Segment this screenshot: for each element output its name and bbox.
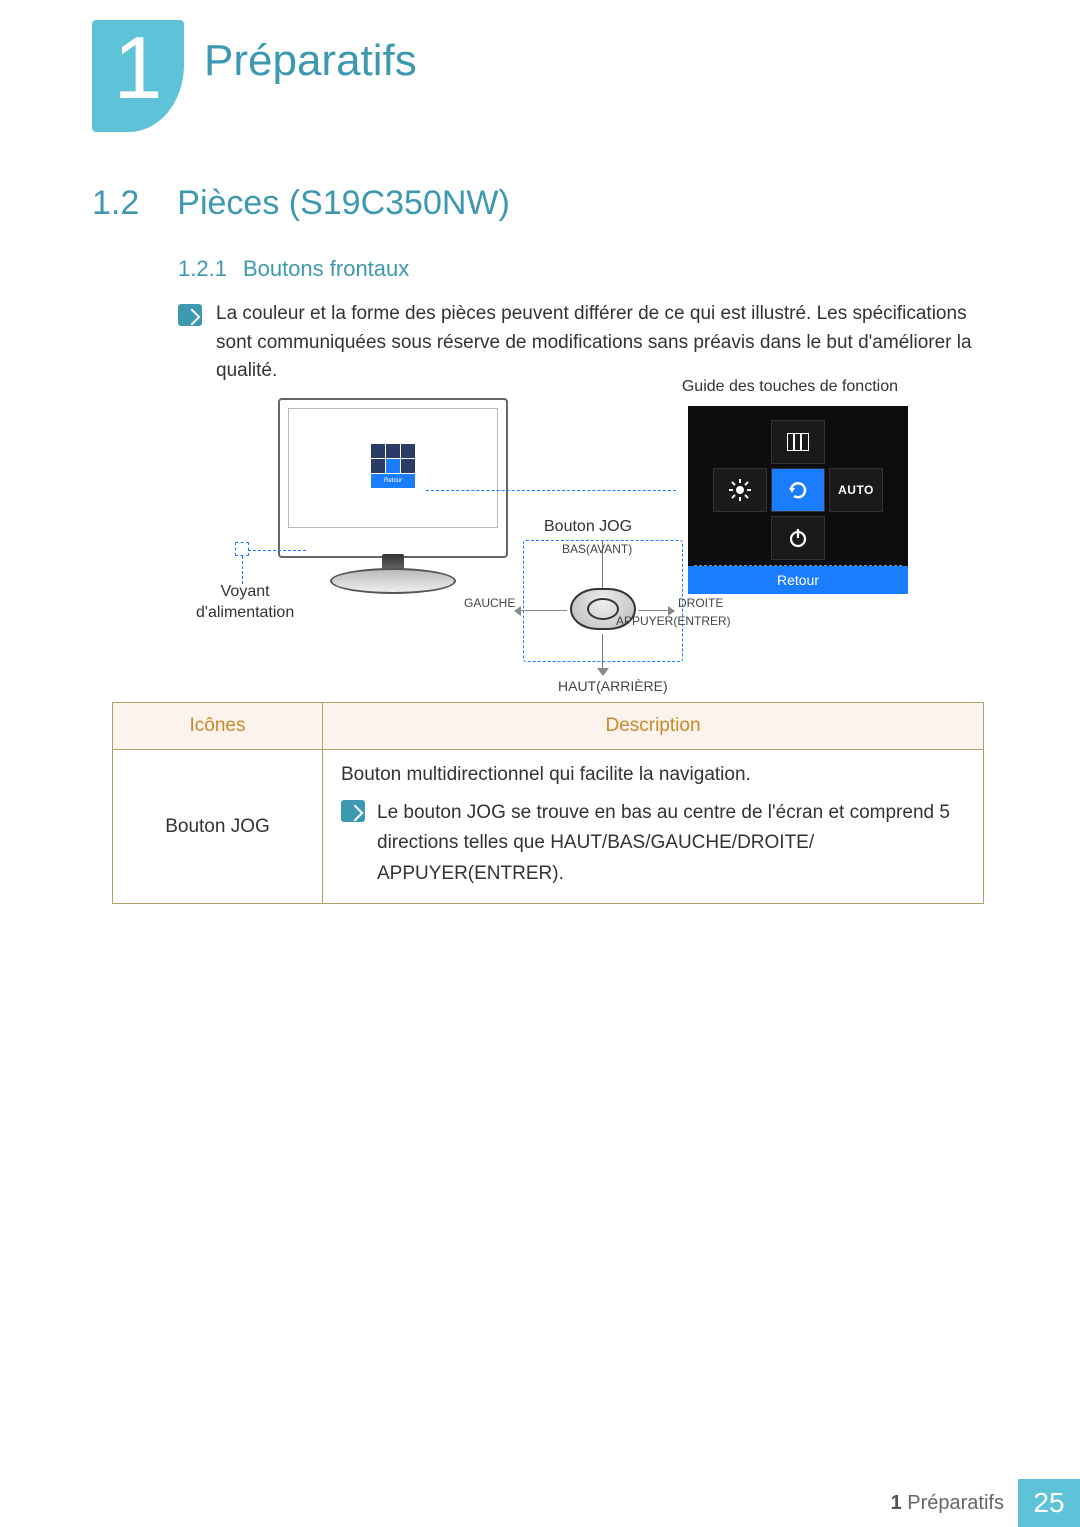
- th-icons: Icônes: [113, 703, 323, 750]
- monitor-osd-mini: Retour: [371, 444, 415, 488]
- osd-mini-retour: Retour: [371, 474, 415, 488]
- row-icon-label: Bouton JOG: [113, 750, 323, 904]
- direction-droite: DROITE: [678, 596, 723, 610]
- footer-chapter-title: Préparatifs: [907, 1492, 1004, 1514]
- line-left: [521, 610, 567, 611]
- power-led-label-l2: d'alimentation: [196, 603, 294, 624]
- section-title: Pièces (S19C350NW): [177, 184, 510, 223]
- function-key-panel: AUTO Retour: [688, 406, 908, 594]
- subsection-number: 1.2.1: [178, 256, 227, 282]
- line-right: [638, 610, 668, 611]
- power-led-callout-box: [235, 542, 249, 556]
- footer-chapter-ref: 1 Préparatifs: [891, 1492, 1004, 1515]
- osd-connector-dash: [426, 490, 676, 491]
- subsection-title: Boutons frontaux: [243, 256, 409, 282]
- section-number: 1.2: [92, 184, 139, 223]
- desc-main: Bouton multidirectionnel qui facilite la…: [341, 764, 965, 786]
- desc-note: Le bouton JOG se trouve en bas au centre…: [377, 798, 965, 889]
- return-icon: [771, 468, 825, 512]
- note-icon: [178, 304, 202, 326]
- monitor-stand: [330, 554, 456, 602]
- row-description: Bouton multidirectionnel qui facilite la…: [323, 750, 984, 904]
- direction-bas: BAS(AVANT): [562, 542, 632, 556]
- jog-line-down: [602, 634, 603, 670]
- fn-empty: [713, 420, 767, 464]
- monitor-screen: Retour: [288, 408, 498, 528]
- buttons-description-table: Icônes Description Bouton JOG Bouton mul…: [112, 702, 984, 904]
- note-text: La couleur et la forme des pièces peuven…: [216, 300, 990, 386]
- footer-chapter-num: 1: [891, 1492, 902, 1514]
- subsection-heading: 1.2.1 Boutons frontaux: [178, 256, 409, 282]
- jog-arrow-down: [597, 668, 609, 676]
- chapter-title: Préparatifs: [204, 36, 417, 86]
- section-heading: 1.2 Pièces (S19C350NW): [92, 184, 510, 223]
- chapter-number: 1: [114, 24, 163, 112]
- fn-empty: [829, 516, 883, 560]
- th-description: Description: [323, 703, 984, 750]
- product-diagram: Guide des touches de fonction Retour Voy…: [178, 378, 918, 698]
- menu-icon: [771, 420, 825, 464]
- power-led-label: Voyant d'alimentation: [196, 582, 294, 624]
- jog-label: Bouton JOG: [544, 518, 632, 536]
- power-led-dash-v: [242, 556, 243, 584]
- function-guide-label: Guide des touches de fonction: [682, 378, 898, 396]
- page-number: 25: [1018, 1479, 1080, 1527]
- fn-empty: [713, 516, 767, 560]
- brightness-icon: [713, 468, 767, 512]
- power-led-dash-h: [248, 550, 306, 551]
- fn-empty: [829, 420, 883, 464]
- page-footer: 1 Préparatifs 25: [0, 1479, 1080, 1527]
- note-icon: [341, 800, 365, 822]
- power-led-label-l1: Voyant: [196, 582, 294, 603]
- chapter-number-tab: 1: [92, 20, 184, 132]
- direction-haut: HAUT(ARRIÈRE): [558, 678, 668, 694]
- monitor-frame: Retour: [278, 398, 508, 558]
- auto-button: AUTO: [829, 468, 883, 512]
- fn-retour-bar: Retour: [688, 566, 908, 594]
- direction-gauche: GAUCHE: [464, 596, 515, 610]
- power-icon: [771, 516, 825, 560]
- info-note: La couleur et la forme des pièces peuven…: [178, 300, 990, 386]
- table-row: Bouton JOG Bouton multidirectionnel qui …: [113, 750, 984, 904]
- direction-appuyer: APPUYER(ENTRER): [616, 614, 731, 628]
